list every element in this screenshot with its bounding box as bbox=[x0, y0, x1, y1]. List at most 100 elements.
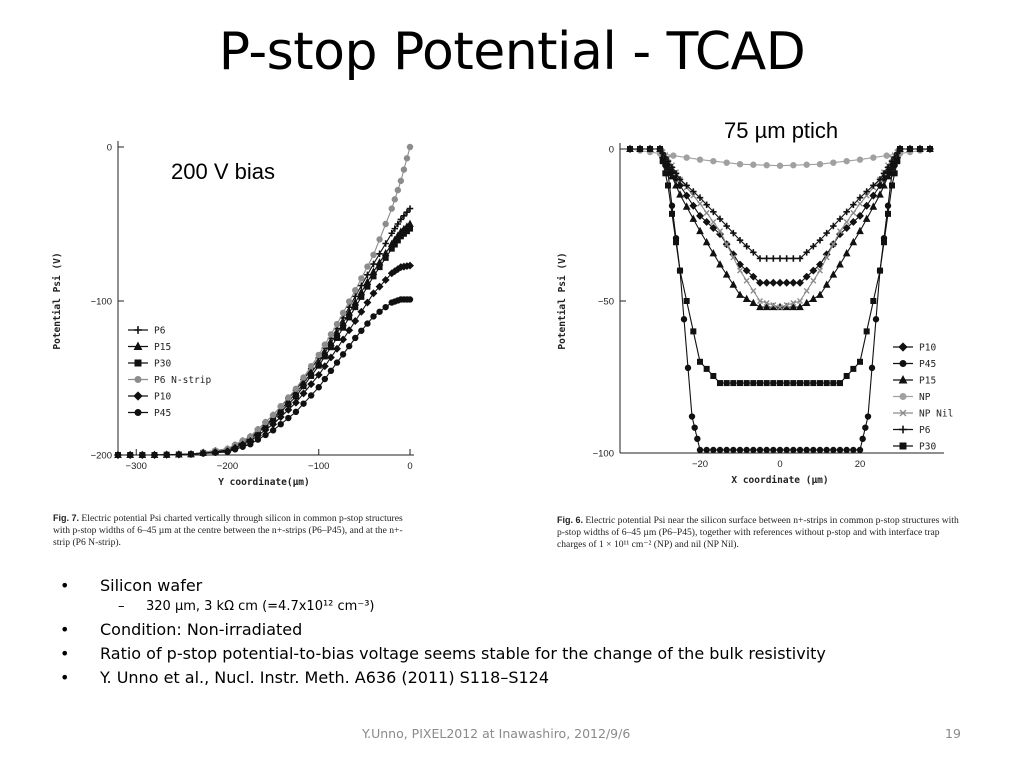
data-point bbox=[364, 263, 371, 270]
data-point bbox=[665, 182, 671, 189]
data-point bbox=[406, 296, 414, 303]
data-point bbox=[710, 208, 717, 216]
potential-vs-y-chart: 0 −100 −200 −300 −200 −100 0 Y coordinate(µm) Po… bbox=[52, 141, 414, 488]
x-tick-label: −20 bbox=[692, 459, 708, 470]
data-point bbox=[790, 380, 797, 387]
data-point bbox=[843, 208, 850, 216]
data-point bbox=[836, 446, 844, 454]
data-point bbox=[743, 277, 750, 284]
data-point bbox=[836, 260, 844, 268]
data-point bbox=[676, 176, 684, 183]
sub-bullet-item: – 320 µm, 3 kΩ cm (=4.7x10¹² cm⁻³) bbox=[60, 598, 1000, 618]
data-point bbox=[672, 181, 680, 189]
data-point bbox=[672, 170, 680, 177]
left-figure: 0 −100 −200 −300 −200 −100 0 Y coordinate(µm) Po… bbox=[50, 132, 430, 512]
data-point bbox=[730, 254, 737, 261]
data-point bbox=[776, 278, 784, 287]
data-point bbox=[723, 380, 730, 387]
data-point bbox=[823, 229, 830, 237]
data-point bbox=[776, 255, 784, 262]
data-point bbox=[856, 156, 864, 163]
data-point bbox=[370, 313, 377, 320]
legend: P6 P15 P30 P6 N-strip P10 P45 bbox=[128, 326, 211, 419]
data-point bbox=[677, 267, 683, 274]
data-point bbox=[762, 278, 771, 287]
legend-label: P45 bbox=[154, 408, 171, 419]
data-point bbox=[899, 409, 907, 417]
data-point bbox=[830, 159, 837, 166]
right-figure: 0 −50 −100 −20 0 20 X coordinate (µm) Potential… bbox=[555, 132, 965, 512]
data-point bbox=[742, 266, 751, 275]
data-point bbox=[376, 236, 383, 243]
data-point bbox=[769, 278, 778, 287]
y-tick-label: 0 bbox=[609, 145, 614, 156]
data-point bbox=[737, 380, 743, 387]
data-point bbox=[688, 413, 696, 420]
data-point bbox=[683, 154, 690, 161]
data-point bbox=[126, 451, 134, 459]
data-point bbox=[668, 172, 676, 180]
data-point bbox=[742, 294, 751, 302]
data-point bbox=[702, 218, 711, 226]
data-point bbox=[927, 146, 933, 152]
data-point bbox=[696, 226, 704, 235]
data-point bbox=[736, 446, 744, 454]
legend-label: P6 N-strip bbox=[154, 375, 211, 386]
data-point bbox=[370, 273, 377, 280]
data-point bbox=[898, 375, 908, 384]
data-point bbox=[321, 375, 329, 383]
data-point bbox=[369, 289, 378, 298]
data-point bbox=[231, 446, 239, 453]
data-point bbox=[809, 294, 818, 302]
data-point bbox=[856, 446, 864, 454]
data-point bbox=[817, 380, 823, 387]
data-point bbox=[292, 408, 300, 416]
right-caption-label: Fig. 6. bbox=[557, 515, 584, 525]
data-point bbox=[346, 314, 353, 321]
data-point bbox=[391, 196, 398, 203]
data-point bbox=[756, 446, 764, 454]
data-point bbox=[770, 302, 777, 309]
data-point bbox=[326, 353, 335, 362]
data-point bbox=[403, 155, 411, 162]
data-point bbox=[327, 331, 335, 338]
bullet-item: • Y. Unno et al., Nucl. Instr. Meth. A63… bbox=[60, 666, 1000, 690]
data-point bbox=[363, 298, 372, 307]
data-point bbox=[382, 303, 389, 311]
data-point bbox=[254, 426, 262, 433]
data-point bbox=[683, 298, 690, 304]
data-point bbox=[736, 236, 744, 244]
data-point bbox=[723, 159, 730, 166]
data-point bbox=[397, 177, 405, 185]
data-point bbox=[822, 280, 831, 288]
data-point bbox=[823, 446, 830, 454]
data-point bbox=[870, 154, 877, 161]
data-point bbox=[842, 249, 851, 257]
data-point bbox=[187, 451, 195, 458]
data-point bbox=[777, 380, 783, 387]
data-point bbox=[370, 251, 377, 259]
data-point bbox=[790, 446, 797, 454]
data-point bbox=[224, 448, 231, 456]
data-point bbox=[710, 446, 717, 454]
data-point bbox=[723, 222, 730, 230]
data-point bbox=[307, 380, 316, 389]
y-tick-label: 0 bbox=[107, 143, 112, 154]
series-line bbox=[118, 298, 410, 456]
data-point bbox=[796, 446, 804, 454]
data-point bbox=[756, 302, 764, 311]
data-point bbox=[376, 308, 383, 315]
data-point bbox=[736, 260, 744, 269]
data-point bbox=[406, 143, 414, 151]
data-point bbox=[403, 208, 411, 216]
data-point bbox=[269, 427, 277, 434]
data-point bbox=[897, 146, 903, 152]
data-point bbox=[351, 317, 360, 325]
data-point bbox=[885, 210, 891, 217]
data-point bbox=[816, 236, 824, 244]
data-point bbox=[876, 190, 884, 198]
data-point bbox=[333, 320, 341, 328]
data-point bbox=[737, 267, 743, 274]
data-point bbox=[810, 446, 817, 454]
data-point bbox=[790, 300, 797, 307]
